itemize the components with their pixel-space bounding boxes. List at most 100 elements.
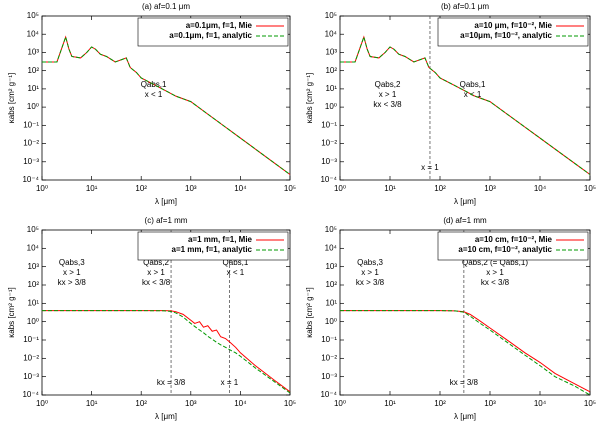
legend-label: a=10 cm, f=10⁻², analytic	[458, 245, 552, 254]
legend-box	[437, 231, 589, 261]
x-tick-label: 10²	[434, 184, 446, 193]
region-label: x > 1	[379, 90, 397, 99]
region-label: Qabs,3	[59, 258, 85, 267]
x-tick-label: 10³	[484, 399, 496, 408]
y-tick-label: 10⁰	[27, 317, 39, 326]
y-tick-label: 10⁵	[325, 11, 337, 20]
x-tick-label: 10⁰	[334, 184, 346, 193]
region-label: kx > 3/8	[356, 278, 385, 287]
legend-label: a=10μm, f=10⁻², analytic	[460, 31, 552, 40]
y-tick-label: 10⁻⁴	[22, 175, 39, 184]
x-tick-label: 10⁰	[36, 399, 48, 408]
x-axis-label: λ [μm]	[454, 412, 476, 421]
x-tick-label: 10⁵	[284, 184, 296, 193]
y-tick-label: 10²	[27, 66, 39, 75]
y-tick-label: 10⁻²	[23, 139, 39, 148]
legend-label: a=0.1μm, f=1, Mie	[186, 21, 253, 30]
vertical-marker-label: x = 1	[421, 163, 439, 172]
x-tick-label: 10⁴	[234, 184, 247, 193]
y-tick-label: 10³	[27, 48, 39, 57]
y-tick-label: 10⁻³	[23, 157, 39, 166]
vertical-marker-label: kx = 3/8	[157, 378, 186, 387]
y-tick-label: 10⁻³	[321, 157, 337, 166]
region-label: Qabs,2	[143, 258, 169, 267]
plot-frame	[339, 15, 591, 181]
x-tick-label: 10¹	[384, 399, 396, 408]
legend-label: a=10 cm, f=10⁻², Mie	[475, 235, 553, 244]
x-tick-label: 10⁵	[584, 399, 596, 408]
x-tick-label: 10⁵	[284, 399, 296, 408]
y-axis-label: κabs [cm² g⁻¹]	[7, 287, 16, 337]
panel-title: (c) af=1 mm	[145, 216, 188, 225]
y-tick-label: 10²	[325, 66, 337, 75]
y-tick-label: 10²	[325, 280, 337, 289]
y-tick-label: 10³	[325, 48, 337, 57]
y-tick-label: 10⁻⁴	[320, 175, 337, 184]
region-label: kx < 3/8	[142, 278, 171, 287]
y-tick-label: 10⁰	[325, 317, 337, 326]
y-axis-label: κabs [cm² g⁻¹]	[7, 73, 16, 123]
region-label: x < 1	[227, 268, 245, 277]
y-tick-label: 10⁻¹	[23, 120, 39, 129]
region-label: Qabs,1	[460, 80, 486, 89]
panel-title: (b) af=0.1 μm	[441, 2, 489, 11]
x-tick-label: 10²	[135, 184, 147, 193]
legend-label: a=10 μm, f=10⁻², Mie	[474, 21, 552, 30]
y-tick-label: 10⁻²	[321, 353, 337, 362]
y-axis-label: κabs [cm² g⁻¹]	[305, 287, 314, 337]
region-label: kx < 3/8	[373, 100, 402, 109]
x-axis-label: λ [μm]	[155, 412, 177, 421]
x-tick-label: 10⁴	[234, 399, 247, 408]
vertical-marker-label: kx = 3/8	[450, 378, 479, 387]
panel-title: (d) af=1 mm	[443, 216, 487, 225]
y-tick-label: 10⁻⁴	[22, 390, 39, 399]
region-label: kx > 3/8	[58, 278, 87, 287]
y-tick-label: 10⁵	[27, 11, 39, 20]
y-axis-label: κabs [cm² g⁻¹]	[305, 73, 314, 123]
series-line	[42, 310, 291, 394]
legend-label: a=1 mm, f=1, analytic	[172, 245, 253, 254]
x-tick-label: 10¹	[86, 399, 98, 408]
panel-title: (a) af=0.1 μm	[142, 2, 190, 11]
x-tick-label: 10³	[185, 184, 197, 193]
x-tick-label: 10¹	[86, 184, 98, 193]
y-tick-label: 10⁴	[325, 243, 338, 252]
y-tick-label: 10¹	[27, 298, 39, 307]
x-tick-label: 10⁴	[534, 184, 547, 193]
y-tick-label: 10⁻¹	[321, 120, 337, 129]
legend-label: a=1 mm, f=1, Mie	[188, 235, 253, 244]
y-tick-label: 10⁻²	[321, 139, 337, 148]
legend-box	[137, 17, 289, 47]
y-tick-label: 10⁻¹	[321, 335, 337, 344]
x-axis-label: λ [μm]	[155, 197, 177, 206]
x-axis-label: λ [μm]	[454, 197, 476, 206]
region-label: x > 1	[63, 268, 81, 277]
vertical-marker-label: x = 1	[221, 378, 239, 387]
region-label: Qabs,2	[375, 80, 401, 89]
y-tick-label: 10⁻³	[23, 372, 39, 381]
region-label: Qabs,1	[223, 258, 249, 267]
legend-box	[137, 231, 289, 261]
region-label: Qabs,3	[357, 258, 383, 267]
legend-label: a=0.1μm, f=1, analytic	[169, 31, 252, 40]
region-label: Qabs,2 (= Qabs,1)	[462, 258, 528, 267]
y-tick-label: 10⁻³	[321, 372, 337, 381]
y-tick-label: 10⁵	[27, 225, 39, 234]
region-label: x > 1	[486, 268, 504, 277]
y-tick-label: 10⁻¹	[23, 335, 39, 344]
series-line	[42, 35, 291, 175]
y-tick-label: 10²	[27, 280, 39, 289]
x-tick-label: 10⁴	[534, 399, 547, 408]
region-label: x > 1	[147, 268, 165, 277]
y-tick-label: 10¹	[27, 84, 39, 93]
x-tick-label: 10⁰	[36, 184, 48, 193]
x-tick-label: 10¹	[384, 184, 396, 193]
y-tick-label: 10⁻²	[23, 353, 39, 362]
y-tick-label: 10³	[325, 262, 337, 271]
series-line	[340, 35, 591, 175]
y-tick-label: 10⁵	[325, 225, 337, 234]
plot-frame	[41, 15, 291, 181]
plot-frame	[339, 229, 591, 396]
y-tick-label: 10⁻⁴	[320, 390, 337, 399]
